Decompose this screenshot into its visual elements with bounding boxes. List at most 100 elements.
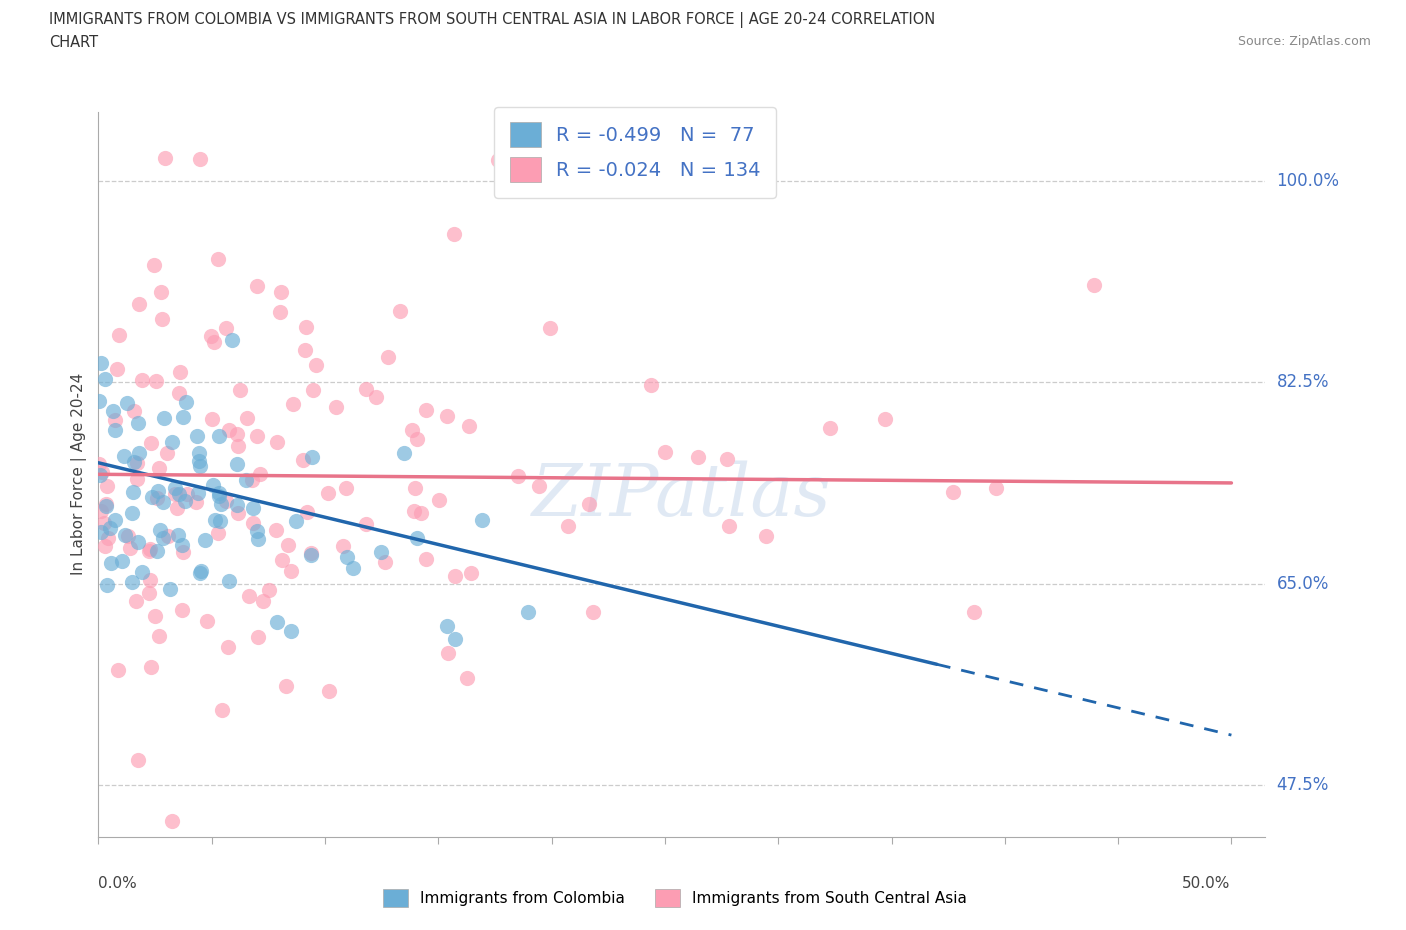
- Point: [226, 427, 249, 442]
- Text: Source: ZipAtlas.com: Source: ZipAtlas.com: [1237, 35, 1371, 48]
- Point: [377, 350, 399, 365]
- Point: [202, 477, 225, 492]
- Point: [755, 528, 778, 543]
- Point: [257, 583, 280, 598]
- Point: [190, 564, 212, 578]
- Point: [128, 445, 150, 460]
- Point: [415, 551, 437, 566]
- Point: [818, 420, 841, 435]
- Point: [1083, 277, 1105, 292]
- Point: [117, 528, 139, 543]
- Point: [436, 618, 458, 633]
- Point: [246, 428, 269, 443]
- Point: [89, 468, 111, 483]
- Point: [160, 814, 183, 829]
- Point: [149, 522, 172, 537]
- Point: [471, 512, 494, 527]
- Point: [152, 410, 174, 425]
- Point: [91, 464, 114, 479]
- Point: [170, 603, 193, 618]
- Point: [506, 469, 529, 484]
- Point: [218, 574, 240, 589]
- Point: [318, 684, 340, 698]
- Point: [148, 629, 170, 644]
- Point: [218, 422, 240, 437]
- Point: [229, 383, 252, 398]
- Point: [962, 604, 984, 619]
- Point: [436, 409, 458, 424]
- Point: [121, 506, 143, 521]
- Point: [942, 485, 965, 500]
- Point: [486, 153, 509, 167]
- Point: [392, 445, 415, 460]
- Point: [215, 493, 238, 508]
- Point: [172, 409, 194, 424]
- Point: [370, 544, 392, 559]
- Point: [207, 526, 229, 541]
- Point: [184, 494, 207, 509]
- Point: [295, 505, 318, 520]
- Text: 65.0%: 65.0%: [1277, 575, 1329, 592]
- Point: [226, 457, 249, 472]
- Point: [169, 365, 191, 379]
- Point: [94, 372, 117, 387]
- Point: [121, 575, 143, 590]
- Point: [188, 566, 211, 581]
- Point: [984, 480, 1007, 495]
- Point: [125, 472, 148, 486]
- Text: CHART: CHART: [49, 35, 98, 50]
- Y-axis label: In Labor Force | Age 20-24: In Labor Force | Age 20-24: [72, 373, 87, 576]
- Point: [207, 252, 229, 267]
- Point: [148, 460, 170, 475]
- Point: [437, 646, 460, 661]
- Point: [167, 486, 190, 501]
- Point: [305, 358, 328, 373]
- Point: [100, 555, 122, 570]
- Point: [336, 550, 359, 565]
- Point: [226, 505, 249, 520]
- Point: [141, 489, 163, 504]
- Point: [242, 515, 264, 530]
- Point: [266, 614, 288, 629]
- Point: [172, 544, 194, 559]
- Point: [170, 538, 193, 552]
- Point: [145, 374, 167, 389]
- Point: [131, 373, 153, 388]
- Point: [127, 752, 149, 767]
- Point: [411, 506, 433, 521]
- Point: [166, 500, 188, 515]
- Point: [280, 624, 302, 639]
- Point: [149, 285, 172, 299]
- Point: [364, 390, 387, 405]
- Point: [97, 530, 120, 545]
- Point: [456, 671, 478, 685]
- Point: [654, 445, 676, 459]
- Point: [127, 456, 149, 471]
- Legend: Immigrants from Colombia, Immigrants from South Central Asia: Immigrants from Colombia, Immigrants fro…: [377, 884, 973, 913]
- Point: [457, 418, 479, 433]
- Point: [108, 327, 131, 342]
- Point: [640, 378, 662, 392]
- Point: [301, 450, 323, 465]
- Point: [252, 593, 274, 608]
- Point: [104, 412, 127, 427]
- Point: [527, 479, 550, 494]
- Text: 82.5%: 82.5%: [1277, 373, 1329, 392]
- Point: [404, 481, 426, 496]
- Point: [209, 513, 232, 528]
- Point: [146, 483, 169, 498]
- Point: [127, 416, 149, 431]
- Point: [167, 385, 190, 400]
- Point: [582, 604, 605, 619]
- Point: [145, 609, 167, 624]
- Point: [285, 514, 308, 529]
- Point: [240, 473, 263, 488]
- Point: [122, 454, 145, 469]
- Point: [389, 304, 412, 319]
- Text: 50.0%: 50.0%: [1182, 876, 1230, 891]
- Text: 0.0%: 0.0%: [98, 876, 138, 891]
- Point: [174, 394, 197, 409]
- Point: [138, 586, 160, 601]
- Point: [374, 554, 396, 569]
- Point: [152, 495, 174, 510]
